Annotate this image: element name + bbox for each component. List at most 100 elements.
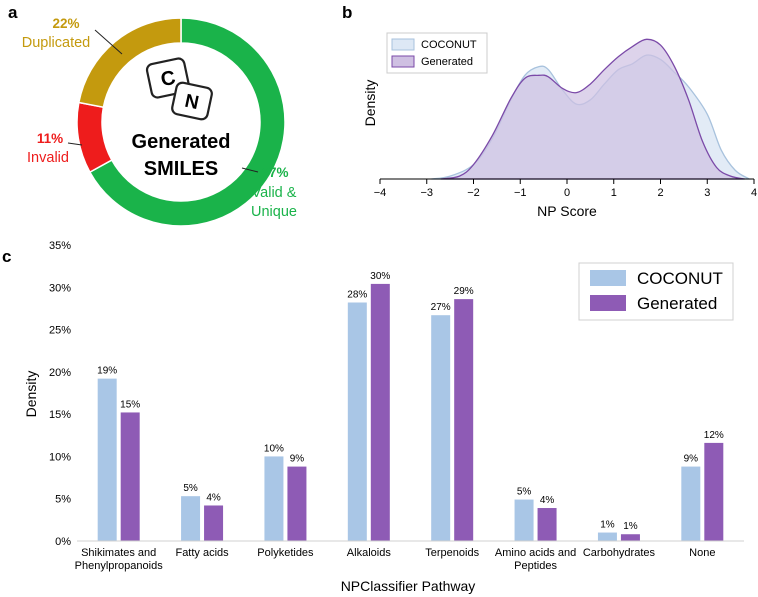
coconut-legend-label-c: COCONUT — [637, 269, 723, 288]
density-axis-label-b: Density — [362, 80, 378, 127]
bar-y-ticks: 0% 5% 10% 15% 20% 25% 30% 35% — [49, 240, 71, 548]
bar-coconut — [97, 378, 117, 541]
bar-category-label: Phenylpropanoids — [75, 560, 164, 572]
bar-value-label: 15% — [120, 399, 140, 410]
bar-value-label: 1% — [623, 521, 638, 532]
coconut-legend-swatch-b — [391, 38, 415, 51]
np-score-tick-label: 0 — [564, 187, 570, 199]
density-plot: −4 −3 −2 −1 0 1 2 3 4 NP Score Density COCONUT G… — [362, 32, 757, 219]
valid-leader-line — [241, 167, 259, 173]
np-score-tick-label: −3 — [420, 187, 433, 199]
bar-y-tick-label: 20% — [49, 367, 71, 379]
bar-coconut — [514, 499, 534, 541]
bar-category-label: Shikimates and — [81, 547, 156, 559]
bar-generated — [704, 442, 724, 541]
np-score-tick-label: 2 — [657, 187, 663, 199]
bar-generated — [454, 299, 474, 541]
bar-value-label: 12% — [704, 430, 724, 441]
np-score-tick-label: −2 — [467, 187, 480, 199]
invalid-leader-line — [67, 142, 83, 146]
duplicated-leader-line — [94, 29, 123, 55]
bar-coconut — [347, 302, 367, 541]
donut-chart: C N Generated SMILES 22% Duplicated 11% … — [22, 16, 297, 227]
np-score-tick-label: 3 — [704, 187, 710, 199]
bar-y-tick-label: 5% — [55, 494, 71, 506]
donut-title-line1: Generated — [132, 131, 231, 153]
np-score-ticks: −4 −3 −2 −1 0 1 2 3 4 — [374, 179, 757, 199]
panel-label-c: c — [2, 247, 11, 266]
bar-generated — [620, 534, 640, 541]
bar-chart: 0% 5% 10% 15% 20% 25% 30% 35% 19% 15% 5% 4% 10% 9% 28… — [23, 240, 744, 594]
bar-value-label: 29% — [454, 286, 474, 297]
invalid-label: Invalid — [27, 150, 69, 166]
tile-letter-n: N — [183, 91, 201, 114]
panel-label-b: b — [342, 3, 352, 22]
coconut-legend-swatch-c — [590, 270, 626, 286]
donut-slice-valid-unique — [88, 17, 286, 227]
invalid-percent: 11% — [37, 131, 63, 146]
bar-category-label: Alkaloids — [347, 547, 392, 559]
bar-value-label: 10% — [264, 443, 284, 454]
density-axis-label-c: Density — [23, 371, 39, 418]
element-tiles-icon: C N — [145, 57, 213, 121]
bar-y-tick-label: 30% — [49, 282, 71, 294]
bar-value-label: 4% — [540, 495, 555, 506]
bar-category-label: Fatty acids — [175, 547, 229, 559]
bar-value-label: 19% — [97, 366, 117, 377]
bar-generated — [120, 412, 140, 541]
bar-category-label: Polyketides — [257, 547, 314, 559]
duplicated-label: Duplicated — [22, 35, 91, 51]
bar-y-tick-label: 10% — [49, 451, 71, 463]
bar-category-label: Carbohydrates — [583, 547, 656, 559]
bar-value-label: 5% — [517, 487, 532, 498]
donut-slice-invalid — [76, 101, 113, 174]
bar-legend: COCONUT Generated — [578, 262, 734, 321]
generated-legend-swatch-c — [590, 295, 626, 311]
bar-generated — [537, 508, 557, 541]
bar-coconut — [264, 456, 284, 541]
bar-category-label: Peptides — [514, 560, 557, 572]
panel-label-a: a — [8, 3, 18, 22]
donut-title-line2: SMILES — [144, 158, 218, 180]
np-score-tick-label: 4 — [751, 187, 757, 199]
bar-value-label: 30% — [370, 271, 390, 282]
density-area-generated — [440, 38, 745, 180]
bar-value-label: 27% — [431, 302, 451, 313]
donut-slices — [76, 17, 286, 227]
bar-generated — [204, 505, 224, 541]
bar-value-label: 4% — [206, 492, 221, 503]
pathway-axis-label: NPClassifier Pathway — [341, 578, 476, 594]
bar-generated — [370, 283, 390, 541]
bar-marks: 19% 15% 5% 4% 10% 9% 28%30% 27%29% 5% 4% 1% 1% 9% 12% — [97, 271, 724, 541]
generated-legend-label-c: Generated — [637, 294, 717, 313]
valid-percent: 67% — [261, 165, 288, 180]
tile-letter-c: C — [159, 67, 178, 92]
bar-category-label: Terpenoids — [425, 547, 479, 559]
bar-coconut — [597, 532, 617, 541]
bar-category-label: Amino acids and — [495, 547, 576, 559]
bar-coconut — [181, 496, 201, 541]
bar-value-label: 9% — [290, 454, 305, 465]
np-score-tick-label: −1 — [514, 187, 527, 199]
bar-value-label: 1% — [600, 520, 615, 531]
valid-label-line1: Valid & — [252, 185, 297, 201]
np-score-tick-label: 1 — [611, 187, 617, 199]
generated-legend-label-b: Generated — [421, 56, 473, 68]
coconut-legend-label-b: COCONUT — [421, 39, 477, 51]
bar-y-tick-label: 25% — [49, 325, 71, 337]
bar-y-tick-label: 0% — [55, 536, 71, 548]
generated-legend-swatch-b — [391, 55, 415, 68]
bar-category-label: None — [689, 547, 715, 559]
bar-value-label: 9% — [684, 454, 699, 465]
density-areas — [431, 38, 752, 180]
bar-coconut — [681, 466, 701, 541]
np-score-axis-label: NP Score — [537, 203, 597, 219]
valid-label-line2: Unique — [251, 204, 297, 220]
bar-value-label: 5% — [183, 483, 198, 494]
bar-value-label: 28% — [347, 290, 367, 301]
bar-y-tick-label: 35% — [49, 240, 71, 252]
bar-generated — [287, 466, 307, 541]
np-score-tick-label: −4 — [374, 187, 387, 199]
